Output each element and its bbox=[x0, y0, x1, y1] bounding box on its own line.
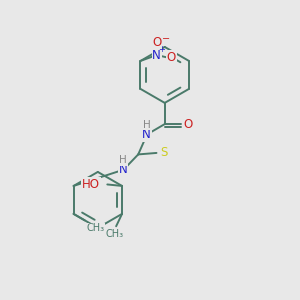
Text: O: O bbox=[184, 118, 193, 130]
Text: N: N bbox=[142, 128, 151, 141]
Text: HO: HO bbox=[82, 178, 100, 191]
Text: H: H bbox=[142, 120, 150, 130]
Text: S: S bbox=[160, 146, 167, 159]
Text: N: N bbox=[152, 49, 161, 62]
Text: CH₃: CH₃ bbox=[86, 223, 104, 233]
Text: H: H bbox=[119, 155, 127, 165]
Text: CH₃: CH₃ bbox=[106, 229, 124, 238]
Text: O: O bbox=[152, 36, 161, 49]
Text: +: + bbox=[158, 45, 165, 54]
Text: N: N bbox=[118, 163, 127, 176]
Text: −: − bbox=[162, 34, 170, 44]
Text: O: O bbox=[167, 51, 176, 64]
